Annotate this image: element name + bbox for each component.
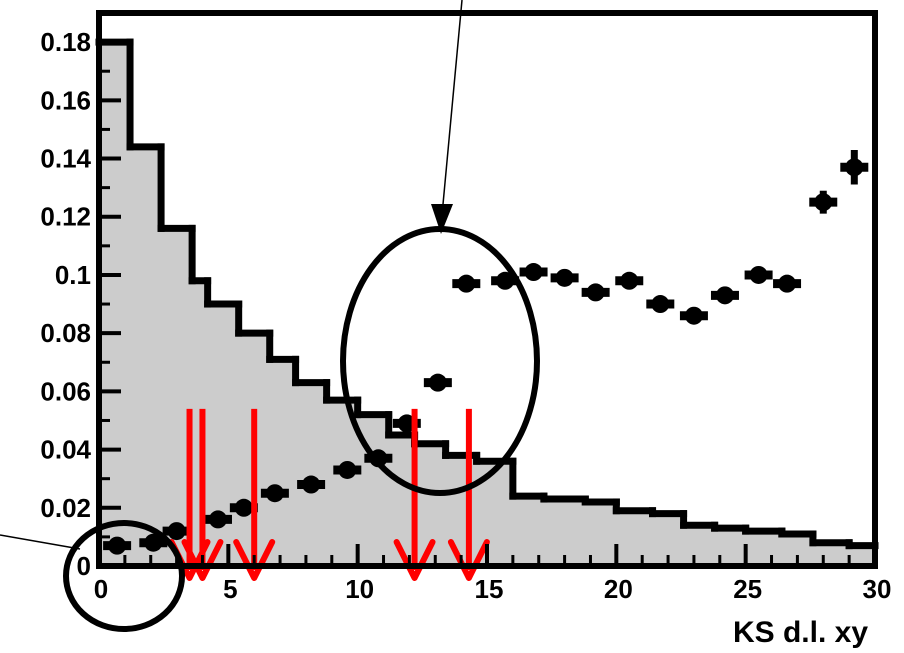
marker (429, 374, 447, 392)
y-tick-label: 0.18 (40, 27, 91, 57)
x-tick-label: 30 (863, 574, 892, 604)
y-tick-label: 0.02 (40, 493, 91, 523)
data-point (711, 286, 739, 304)
marker (685, 307, 703, 325)
data-point (582, 283, 610, 301)
marker (750, 266, 768, 284)
marker (266, 484, 284, 502)
marker (209, 510, 227, 528)
data-point (680, 307, 708, 325)
marker (457, 275, 475, 293)
marker (235, 499, 253, 517)
marker (716, 286, 734, 304)
data-point (745, 266, 773, 284)
y-tick-label: 0.06 (40, 376, 91, 406)
marker (302, 476, 320, 494)
y-tick-label: 0.08 (40, 318, 91, 348)
marker (778, 275, 796, 293)
marker (620, 272, 638, 290)
x-tick-label: 25 (733, 574, 762, 604)
y-tick-label: 0.14 (40, 144, 91, 174)
x-tick-label: 20 (604, 574, 633, 604)
marker (556, 269, 574, 287)
x-axis-title: KS d.l. xy (733, 616, 868, 649)
pointer-line-small (0, 535, 80, 549)
marker (587, 283, 605, 301)
marker (651, 295, 669, 313)
x-tick-label: 10 (345, 574, 374, 604)
marker (108, 537, 126, 555)
histogram-layer (99, 42, 875, 566)
data-point (646, 295, 674, 313)
y-tick-label: 0.04 (40, 435, 91, 465)
data-point (809, 191, 837, 214)
data-point (773, 275, 801, 293)
data-point (424, 374, 452, 392)
data-point (551, 269, 579, 287)
data-point (840, 150, 868, 185)
data-point (520, 263, 548, 281)
x-tick-label: 15 (475, 574, 504, 604)
data-point (452, 275, 480, 293)
marker (814, 193, 832, 211)
x-tick-label: 0 (94, 574, 108, 604)
y-tick-label: 0 (77, 551, 91, 581)
y-tick-label: 0.16 (40, 85, 91, 115)
marker (525, 263, 543, 281)
marker (338, 461, 356, 479)
y-tick-label: 0.1 (55, 260, 91, 290)
pointer-line (442, 0, 462, 215)
data-point (615, 272, 643, 290)
marker (845, 158, 863, 176)
x-tick-label: 5 (223, 574, 237, 604)
y-tick-label: 0.12 (40, 202, 91, 232)
marker (168, 522, 186, 540)
